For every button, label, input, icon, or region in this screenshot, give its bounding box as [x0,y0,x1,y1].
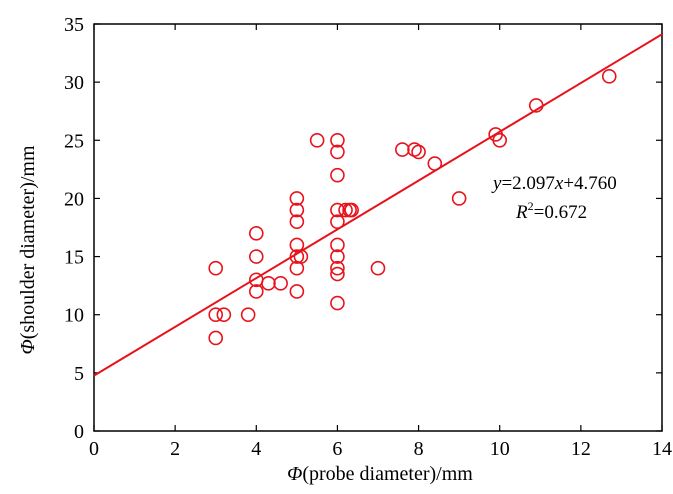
data-point [492,132,508,148]
data-point [344,202,359,218]
data-point [289,260,305,276]
x-tick-label: 12 [571,438,591,460]
y-tick-label: 35 [64,14,84,36]
data-point [330,214,345,229]
data-point [248,284,264,299]
x-axis-ticks: 0 2 4 6 8 10 12 14 [89,24,672,460]
data-point [338,202,353,218]
fit-line-layer [93,33,663,377]
data-point [289,214,305,229]
fit-line [93,33,663,377]
plot-border [93,23,663,432]
data-point [411,144,426,160]
data-point [330,260,345,276]
plot-frame [93,23,663,432]
data-point [330,132,345,148]
data-point [330,202,345,218]
data-point [248,249,264,264]
fit-equation: y=2.097x+4.760 [491,173,617,194]
data-point [248,226,264,241]
data-point [330,266,345,282]
data-point [601,69,617,84]
y-tick-label: 25 [64,130,84,152]
data-point [330,249,345,264]
data-point [208,307,224,323]
data-point [273,276,288,291]
x-tick-label: 8 [414,438,424,460]
y-tick-label: 5 [74,363,84,385]
y-axis-ticks: 0 5 10 15 20 25 30 35 [64,14,662,443]
data-point [330,144,345,160]
y-axis-label: Φ(shoulder diameter)/mm [17,145,39,355]
data-point [330,295,345,311]
r-squared-label: R2=0.672 [515,199,587,223]
y-tick-label: 15 [64,247,84,269]
data-point [395,142,410,157]
x-tick-label: 2 [170,438,180,460]
data-point [451,191,467,206]
data-point [208,330,224,346]
x-tick-label: 4 [251,438,261,460]
x-axis-label: Φ(probe diameter)/mm [287,463,473,485]
data-points [208,69,617,346]
data-point [528,98,544,113]
data-point [330,237,345,253]
data-point [309,132,325,148]
data-point [289,191,305,206]
x-tick-label: 10 [490,438,510,460]
data-point [261,276,276,291]
data-point [289,202,305,218]
data-point [427,156,443,171]
x-tick-label: 6 [332,438,342,460]
data-point [370,260,386,276]
x-tick-label: 0 [89,438,99,460]
y-tick-label: 30 [64,72,84,94]
data-point [289,284,305,299]
data-point [240,307,256,323]
data-point [208,260,224,276]
data-point [330,167,345,183]
y-tick-label: 20 [64,188,84,210]
y-tick-label: 0 [74,421,84,443]
x-tick-label: 14 [652,438,672,460]
data-point [216,307,232,323]
data-point [289,249,305,264]
y-tick-label: 10 [64,305,84,327]
